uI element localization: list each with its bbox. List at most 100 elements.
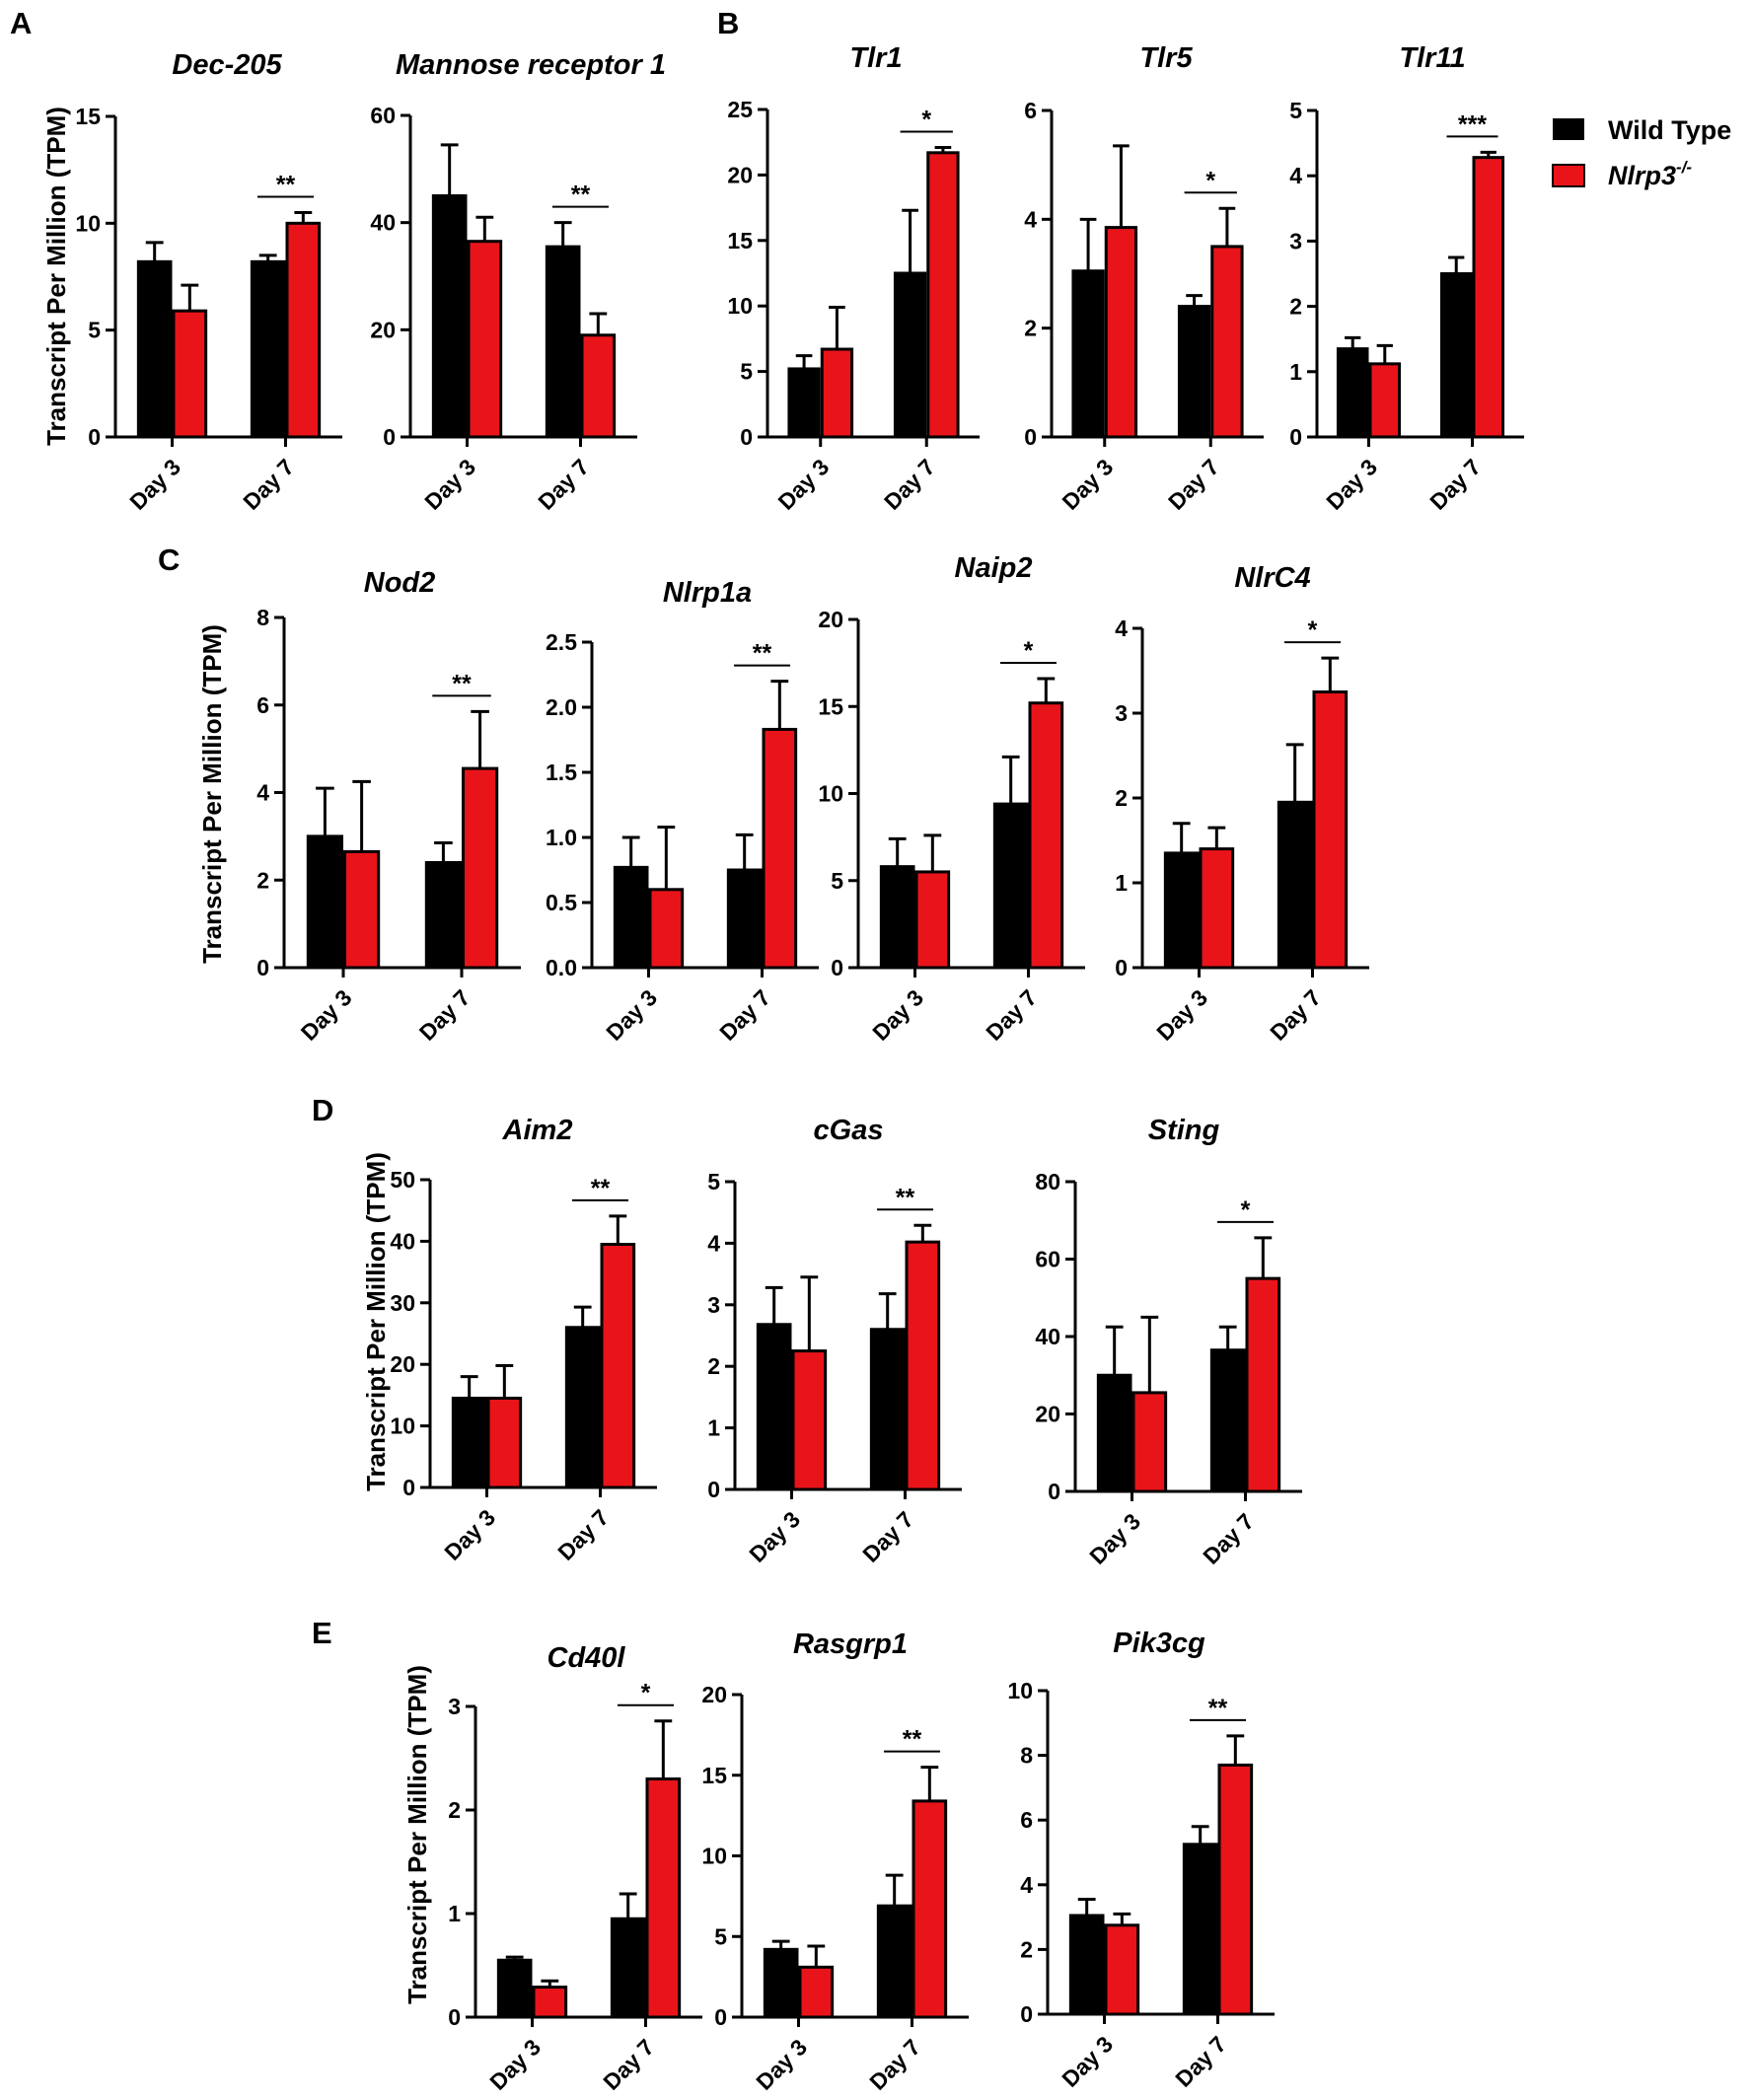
chart-rasgrp1: Rasgrp1 0 5 10 15 20 Day 3 Day 7 ** [701, 1629, 969, 2095]
chart-title-nlrc4: NlrC4 [1234, 562, 1310, 594]
y-tick-label: 15 [727, 228, 753, 253]
x-tick-label: Day 3 [1321, 454, 1382, 515]
bar-nlrp3-day-7 [762, 727, 798, 970]
bar-nlrp3-day-3 [1199, 847, 1235, 970]
significance-label: ** [753, 640, 772, 668]
x-tick-label: Day 3 [744, 1506, 805, 1567]
y-axis-label-c: Transcript Per Million (TPM) [197, 624, 227, 964]
bar-nlrp3-day-3 [791, 1349, 828, 1491]
x-tick-label: Day 7 [879, 454, 940, 515]
x-tick-label: Day 7 [864, 2034, 925, 2095]
y-tick-label: 15 [701, 1763, 727, 1788]
bar-wild-type-day-7 [1439, 272, 1473, 439]
bar-wild-type-day-3 [613, 865, 649, 970]
x-tick-label: Day 7 [533, 454, 594, 515]
y-tick-label: 0 [714, 2004, 727, 2030]
significance-label: * [1024, 637, 1034, 665]
significance-label: * [1241, 1196, 1251, 1224]
y-tick-label: 1 [448, 1901, 461, 1926]
bar-nlrp3-day-3 [467, 240, 503, 439]
y-tick-label: 20 [727, 162, 753, 187]
y-tick-label: 0 [88, 424, 101, 450]
y-tick-label: 0 [707, 1477, 720, 1502]
bar-nlrp3-day-3 [486, 1397, 523, 1489]
legend-label-knockout: Nlrp3-/- [1608, 158, 1692, 190]
chart-title-aim2: Aim2 [502, 1115, 573, 1146]
y-tick-label: 10 [818, 781, 843, 807]
chart-title-dec-205: Dec-205 [172, 49, 282, 81]
bar-nlrp3-day-3 [1131, 1391, 1168, 1493]
bar-wild-type-day-7 [1277, 800, 1313, 970]
x-tick-label: Day 7 [857, 1506, 918, 1567]
bar-nlrp3-day-7 [1210, 245, 1244, 439]
significance-label: * [1205, 167, 1215, 194]
bar-wild-type-day-7 [564, 1326, 601, 1489]
y-tick-label: 10 [701, 1844, 727, 1869]
x-tick-label: Day 7 [714, 984, 775, 1046]
y-axis-label-a: Transcript Per Million (TPM) [41, 107, 71, 446]
y-tick-label: 1 [707, 1415, 720, 1441]
legend-swatch-knockout [1552, 164, 1585, 187]
x-tick-label: Day 3 [773, 454, 835, 515]
y-tick-label: 0.0 [546, 955, 577, 980]
y-tick-label: 5 [740, 359, 753, 385]
y-tick-label: 4 [1024, 206, 1037, 232]
y-tick-label: 6 [1020, 1807, 1033, 1833]
bar-nlrp3-day-7 [1217, 1763, 1254, 2016]
y-tick-label: 2 [1289, 294, 1302, 320]
chart-dec-205: Dec-205 0 5 10 15 Day 3 Day 7 ** [75, 49, 342, 515]
chart-title-nod2: Nod2 [364, 567, 436, 599]
chart-tlr11: Tlr11 0 1 2 3 4 5 Day 3 Day 7 *** [1289, 42, 1524, 515]
y-tick-label: 4 [707, 1230, 720, 1256]
significance-label: ** [452, 670, 472, 697]
bar-nlrp3-day-7 [926, 151, 960, 439]
panel-label-d: D [312, 1093, 333, 1127]
significance-label: * [641, 1680, 651, 1707]
chart-mannose-receptor-1: Mannose receptor 1 0 20 40 60 Day 3 Day 7 ** [370, 49, 666, 515]
bar-wild-type-day-7 [726, 868, 763, 970]
x-tick-label: Day 3 [601, 984, 662, 1046]
y-tick-label: 2 [1024, 316, 1037, 341]
y-tick-label: 15 [818, 693, 843, 719]
x-tick-label: Day 3 [1058, 454, 1119, 515]
legend: Wild Type Nlrp3-/- [1552, 115, 1731, 190]
bar-wild-type-day-7 [424, 861, 462, 970]
y-tick-label: 1 [1115, 870, 1128, 896]
y-tick-label: 2 [256, 867, 269, 893]
x-tick-label: Day 7 [1170, 2031, 1231, 2092]
bar-wild-type-day-7 [610, 1917, 646, 2019]
significance-label: ** [903, 1726, 922, 1754]
y-tick-label: 0 [448, 2004, 461, 2030]
x-tick-label: Day 7 [1198, 1508, 1259, 1569]
y-tick-label: 20 [370, 317, 396, 342]
y-tick-label: 2 [1020, 1936, 1033, 1962]
panel-label-b: B [717, 6, 739, 40]
y-tick-label: 20 [390, 1351, 415, 1377]
y-tick-label: 8 [1020, 1743, 1033, 1769]
bar-wild-type-day-7 [876, 1904, 912, 2019]
x-tick-label: Day 3 [484, 2034, 546, 2095]
bar-nlrp3-day-3 [1104, 226, 1138, 439]
panel-label-e: E [312, 1616, 332, 1650]
y-tick-label: 1.5 [546, 760, 577, 785]
y-tick-label: 0 [831, 955, 843, 980]
bar-nlrp3-day-3 [1104, 1923, 1140, 2016]
bar-wild-type-day-7 [545, 245, 581, 439]
y-tick-label: 10 [75, 210, 101, 236]
chart-naip2: Naip2 0 5 10 15 20 Day 3 Day 7 * [818, 552, 1085, 1046]
y-tick-label: 6 [1024, 98, 1037, 123]
bar-nlrp3-day-7 [285, 221, 322, 439]
y-tick-label: 4 [1289, 163, 1302, 188]
bar-wild-type-day-3 [787, 367, 821, 439]
y-tick-label: 0.5 [546, 890, 577, 915]
bar-nlrp3-day-7 [580, 333, 617, 439]
y-tick-label: 30 [390, 1290, 415, 1316]
legend-label-wild-type: Wild Type [1608, 115, 1731, 145]
chart-title-mannose-receptor-1: Mannose receptor 1 [396, 49, 666, 81]
y-tick-label: 15 [75, 104, 101, 129]
significance-label: ** [276, 172, 296, 199]
y-tick-label: 80 [1035, 1169, 1060, 1195]
bar-wild-type-day-7 [992, 802, 1029, 970]
bar-wild-type-day-7 [893, 271, 927, 439]
